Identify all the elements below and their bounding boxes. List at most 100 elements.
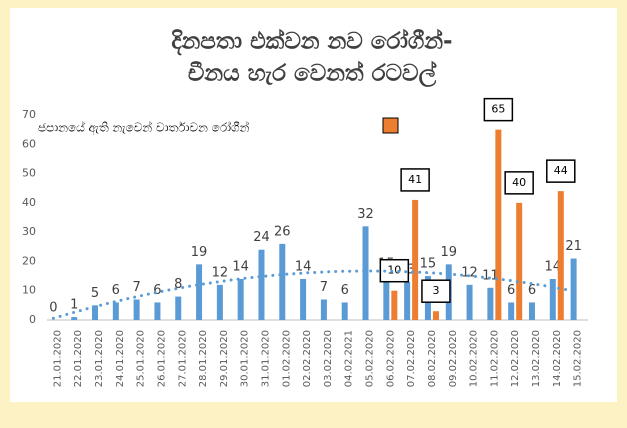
bar bbox=[71, 317, 78, 320]
data-label: 6 bbox=[507, 283, 515, 298]
bar bbox=[258, 249, 265, 320]
data-label: 12 bbox=[461, 265, 478, 280]
data-label-box bbox=[421, 279, 451, 303]
data-label: 6 bbox=[112, 283, 120, 298]
legend-label: ජපානයේ ඇති නැවෙන් වාර්තාවන රෝගීන් bbox=[38, 120, 250, 135]
bar bbox=[404, 281, 411, 320]
data-label: 14 bbox=[295, 260, 312, 275]
data-label: 6 bbox=[528, 283, 536, 298]
bar bbox=[112, 302, 119, 320]
data-label: 7 bbox=[132, 280, 140, 295]
data-label: 0 bbox=[49, 301, 57, 316]
bar bbox=[570, 258, 577, 320]
bar bbox=[320, 299, 327, 320]
x-tick-label: 21.01.2020 bbox=[52, 330, 63, 387]
y-tick-label: 0 bbox=[29, 313, 36, 326]
data-label: 21 bbox=[565, 239, 582, 254]
data-label-box bbox=[483, 97, 514, 122]
x-tick-label: 15.02.2020 bbox=[573, 330, 584, 387]
bar bbox=[412, 199, 419, 320]
x-tick-label: 14.02.2020 bbox=[552, 330, 563, 387]
bar bbox=[516, 202, 523, 320]
bar bbox=[391, 290, 398, 320]
data-label: 41 bbox=[408, 173, 422, 186]
y-tick-label: 50 bbox=[22, 167, 36, 180]
data-label: 24 bbox=[253, 230, 270, 245]
x-tick-label: 22.01.2020 bbox=[73, 330, 84, 387]
y-tick-label: 10 bbox=[22, 284, 36, 297]
bar bbox=[341, 302, 348, 320]
data-label: 32 bbox=[357, 207, 374, 222]
data-label: 6 bbox=[341, 283, 349, 298]
x-tick-label: 27.01.2020 bbox=[177, 330, 188, 387]
x-tick-label: 07.02.2020 bbox=[406, 330, 417, 387]
x-tick-label: 11.02.2020 bbox=[489, 330, 500, 387]
data-label: 10 bbox=[387, 264, 401, 277]
data-label-box bbox=[546, 159, 576, 183]
data-label: 19 bbox=[191, 245, 208, 260]
data-label: 7 bbox=[320, 280, 328, 295]
y-tick-label: 60 bbox=[22, 137, 36, 150]
x-tick-label: 06.02.2020 bbox=[385, 330, 396, 387]
data-label-box bbox=[379, 258, 410, 283]
bar bbox=[508, 302, 515, 320]
x-tick-label: 04.02.2021 bbox=[344, 330, 355, 387]
x-tick-label: 02.02.2020 bbox=[302, 330, 313, 387]
data-label: 26 bbox=[274, 224, 291, 239]
data-label: 6 bbox=[153, 283, 161, 298]
x-tick-label: 29.01.2020 bbox=[219, 330, 230, 387]
data-label: 11 bbox=[482, 268, 499, 283]
bar bbox=[154, 302, 161, 320]
chart-title: චීනය හැර වෙනත් රටවල් bbox=[188, 60, 437, 87]
bar bbox=[216, 284, 223, 320]
bar bbox=[487, 287, 494, 320]
legend-swatch bbox=[382, 117, 399, 134]
data-label-box bbox=[400, 168, 430, 192]
data-label: 15 bbox=[420, 257, 437, 272]
y-tick-label: 40 bbox=[22, 196, 36, 209]
bar bbox=[362, 226, 369, 320]
x-tick-label: 10.02.2020 bbox=[469, 330, 480, 387]
trend-line bbox=[51, 269, 576, 320]
x-tick-label: 05.02.2020 bbox=[365, 330, 376, 387]
data-label: 5 bbox=[91, 286, 99, 301]
data-label: 44 bbox=[554, 164, 568, 177]
bar bbox=[549, 279, 556, 320]
data-label: 8 bbox=[174, 277, 182, 292]
bar bbox=[528, 302, 535, 320]
x-tick-label: 28.01.2020 bbox=[198, 330, 209, 387]
data-label: 65 bbox=[491, 103, 505, 116]
bar bbox=[92, 305, 99, 320]
x-tick-label: 30.01.2020 bbox=[240, 330, 251, 387]
y-tick-label: 30 bbox=[22, 225, 36, 238]
bar bbox=[432, 311, 439, 320]
bar bbox=[279, 243, 286, 320]
x-tick-label: 08.02.2020 bbox=[427, 330, 438, 387]
data-label: 14 bbox=[232, 260, 249, 275]
y-tick-label: 20 bbox=[22, 254, 36, 267]
x-tick-label: 26.01.2020 bbox=[156, 330, 167, 387]
data-label: 19 bbox=[440, 245, 457, 260]
x-tick-label: 25.01.2020 bbox=[136, 330, 147, 387]
bar bbox=[300, 279, 307, 320]
bar bbox=[133, 299, 140, 320]
data-label: 3 bbox=[432, 284, 439, 297]
x-tick-label: 23.01.2020 bbox=[94, 330, 105, 387]
data-label: 40 bbox=[512, 176, 526, 189]
bar bbox=[383, 276, 390, 320]
bar bbox=[237, 279, 244, 320]
x-tick-label: 01.02.2020 bbox=[281, 330, 292, 387]
x-tick-label: 31.01.2020 bbox=[260, 330, 271, 387]
bar bbox=[175, 296, 182, 320]
x-tick-label: 12.02.2020 bbox=[510, 330, 521, 387]
x-tick-label: 09.02.2020 bbox=[448, 330, 459, 387]
bar bbox=[466, 284, 473, 320]
data-label: 14 bbox=[545, 260, 562, 275]
x-tick-label: 03.02.2020 bbox=[323, 330, 334, 387]
x-tick-label: 13.02.2020 bbox=[531, 330, 542, 387]
bar bbox=[495, 129, 502, 320]
bar bbox=[557, 191, 564, 320]
chart-title: දිනපතා එක්වන නව රෝගීන්- bbox=[171, 28, 452, 55]
y-tick-label: 70 bbox=[22, 108, 36, 121]
data-label: 1 bbox=[70, 298, 78, 313]
